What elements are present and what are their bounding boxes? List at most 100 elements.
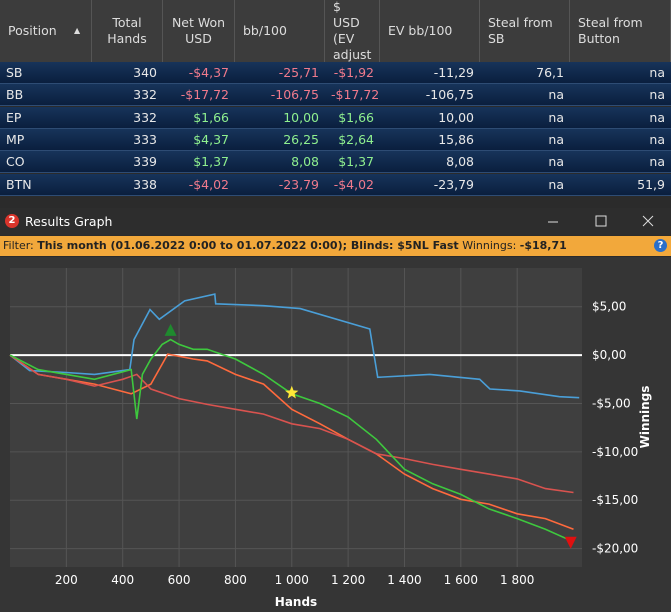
table-cell: 8,08 [291, 154, 319, 170]
table-cell: EP [6, 109, 22, 125]
table-cell: -11,29 [433, 65, 474, 80]
table-cell: na [548, 154, 564, 170]
table-cell: MP [6, 131, 25, 147]
stats-table: Position ▲ Total Hands Net Won USD bb/100 $ U… [0, 0, 671, 196]
table-cell: $1,66 [338, 109, 374, 125]
x-tick-label: 1 400 [387, 573, 421, 587]
table-cell: na [649, 65, 665, 80]
table-cell: CO [6, 154, 25, 170]
y-tick-label: -$20,00 [592, 542, 638, 556]
results-graph: Hands Winnings 200 400 600 800 1 000 1 200 1 4… [0, 257, 671, 612]
table-cell: $2,64 [338, 131, 374, 147]
x-tick-label: 800 [224, 573, 247, 587]
column-header[interactable]: Total Hands [92, 0, 163, 62]
table-cell: na [548, 131, 564, 147]
table-cell: 8,08 [446, 154, 474, 170]
series-line [9, 338, 574, 543]
table-cell: $1,37 [338, 154, 374, 170]
table-cell: -106,75 [270, 87, 319, 103]
maximize-button[interactable] [595, 215, 607, 227]
table-cell: SB [6, 65, 23, 80]
help-icon[interactable]: ? [654, 239, 667, 252]
table-cell: 340 [133, 65, 157, 80]
window-title-bar: 2 Results Graph [0, 208, 671, 235]
y-axis-title: Winnings [638, 386, 652, 449]
table-row [0, 128, 671, 151]
table-cell: -23,79 [278, 176, 319, 192]
filter-text: This month (01.06.2022 0:00 to 01.07.202… [37, 239, 459, 252]
series-line [9, 353, 574, 531]
table-cell: -$1,92 [333, 65, 374, 80]
window-controls[interactable] [540, 208, 671, 235]
table-cell: $1,66 [193, 109, 229, 125]
column-header[interactable]: Position ▲ [0, 0, 92, 62]
table-row [0, 151, 671, 174]
table-cell: 51,9 [637, 176, 665, 192]
table-cell: -25,71 [278, 65, 319, 80]
table-cell: na [548, 109, 564, 125]
column-header[interactable]: EV bb/100 [380, 0, 480, 62]
plot-area [10, 268, 582, 567]
filter-bar: Filter: This month (01.06.2022 0:00 to 0… [0, 236, 671, 256]
y-tick-label: $0,00 [592, 348, 626, 362]
table-cell: -$17,72 [331, 87, 380, 103]
x-tick-label: 400 [111, 573, 134, 587]
table-cell: 26,25 [283, 131, 319, 147]
window-icon: 2 [5, 214, 19, 228]
table-row [0, 62, 671, 84]
x-axis-title: Hands [275, 595, 317, 609]
table-cell: BTN [6, 176, 32, 192]
marker [164, 323, 177, 336]
winnings-value: -$18,71 [519, 239, 567, 252]
close-button[interactable] [642, 215, 654, 227]
x-tick-label: 1 000 [275, 573, 309, 587]
table-cell: 332 [133, 87, 157, 103]
table-cell: -$17,72 [180, 87, 229, 103]
table-cell: $4,37 [193, 131, 229, 147]
column-header[interactable]: Steal from Button [570, 0, 671, 62]
table-cell: -23,79 [433, 176, 474, 192]
table-cell: na [548, 176, 564, 192]
table-cell: 339 [133, 154, 157, 170]
table-cell: $1,37 [193, 154, 229, 170]
table-cell: 10,00 [283, 109, 319, 125]
series-line [9, 293, 580, 399]
y-tick-label: -$5,00 [592, 396, 631, 410]
table-cell: 76,1 [536, 65, 564, 80]
table-cell: 333 [133, 131, 157, 147]
marker [285, 385, 299, 399]
x-tick-label: 600 [168, 573, 191, 587]
table-cell: na [649, 87, 665, 103]
table-cell: 338 [133, 176, 157, 192]
table-cell: 15,86 [438, 131, 474, 147]
column-header[interactable]: Net Won USD [163, 0, 235, 62]
table-cell: -$4,02 [188, 176, 229, 192]
column-header[interactable]: $ USD (EV adjust [325, 0, 380, 62]
table-cell: -$4,37 [188, 65, 229, 80]
column-header[interactable]: Steal from SB [480, 0, 570, 62]
table-cell: -106,75 [425, 87, 474, 103]
sort-arrow: ▲ [74, 26, 81, 35]
marker [564, 536, 577, 549]
x-tick-label: 1 200 [331, 573, 365, 587]
column-header[interactable]: bb/100 [235, 0, 325, 62]
y-tick-label: $5,00 [592, 300, 626, 314]
table-cell: na [649, 109, 665, 125]
table-cell: na [548, 87, 564, 103]
filter-label: Filter: [3, 239, 34, 252]
series-line [9, 354, 574, 494]
table-cell: 332 [133, 109, 157, 125]
table-row [0, 173, 671, 196]
table-cell: BB [6, 87, 24, 103]
winnings-label: Winnings: [462, 239, 517, 252]
window-title: Results Graph [25, 214, 113, 229]
x-tick-label: 1 800 [500, 573, 534, 587]
table-cell: na [649, 154, 665, 170]
table-cell: -$4,02 [333, 176, 374, 192]
table-row [0, 84, 671, 107]
x-tick-label: 200 [55, 573, 78, 587]
table-cell: na [649, 131, 665, 147]
y-tick-label: -$10,00 [592, 445, 638, 459]
table-cell: 10,00 [438, 109, 474, 125]
